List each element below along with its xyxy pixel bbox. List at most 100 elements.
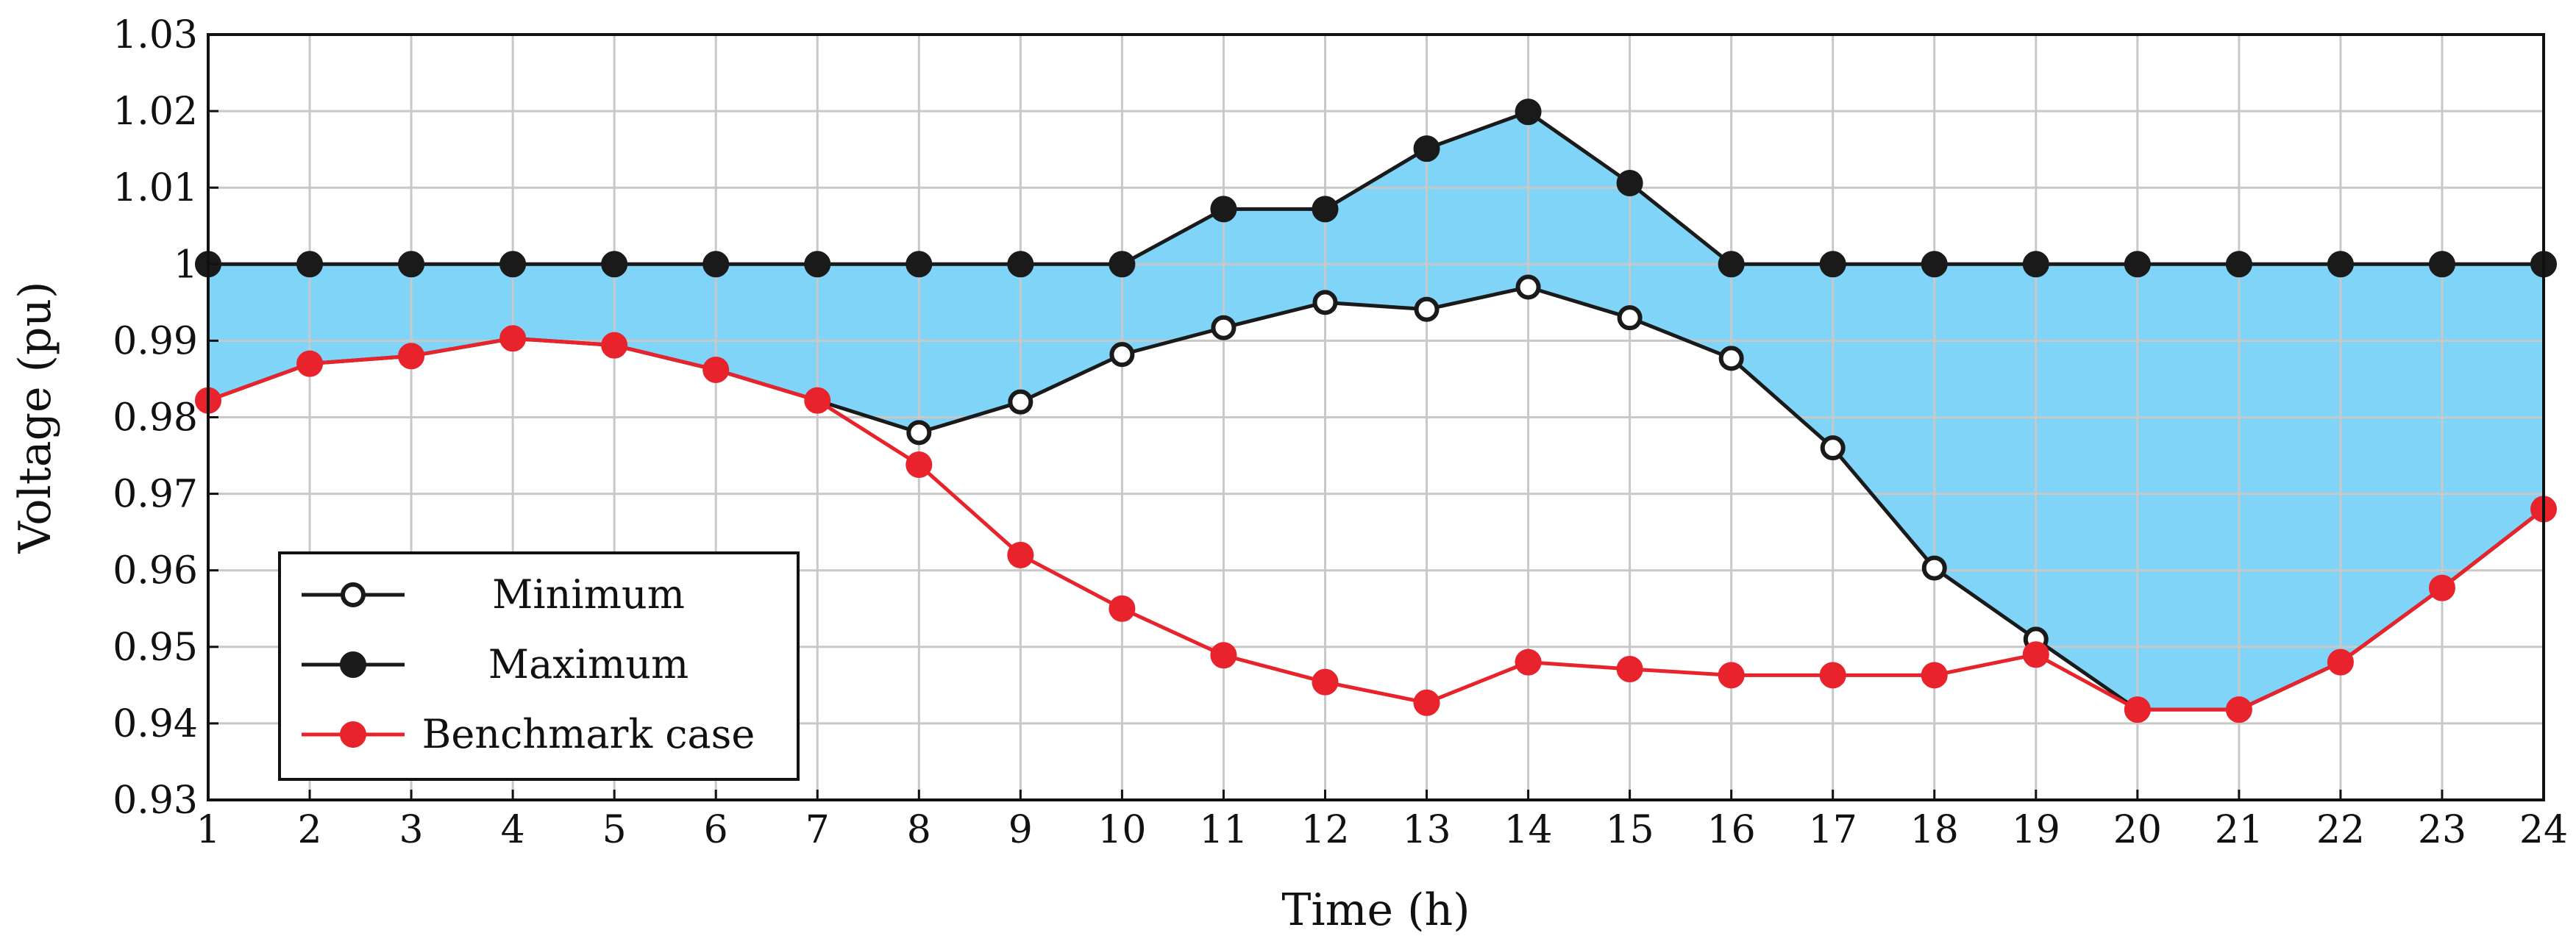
minimum-point <box>1008 389 1033 415</box>
x-tick-label: 4 <box>501 808 525 852</box>
benchmark-case-line <box>207 336 2545 712</box>
benchmark-case-point <box>2124 696 2151 723</box>
minimum-point <box>1718 346 1744 371</box>
x-tick-label: 17 <box>1809 808 1857 852</box>
maximum-point <box>1718 251 1745 278</box>
y-tick-label: 0.94 <box>113 702 198 746</box>
x-tick-label: 6 <box>704 808 728 852</box>
y-tick-label: 1 <box>174 243 198 287</box>
benchmark-case-point <box>1718 662 1745 689</box>
x-tick-label: 24 <box>2519 808 2568 852</box>
y-tick-label: 0.97 <box>113 473 198 517</box>
maximum-point <box>1819 251 1846 278</box>
maximum-line <box>208 110 2544 266</box>
y-tick-label: 0.96 <box>113 549 198 593</box>
minimum-point <box>1921 555 1947 581</box>
maximum-point <box>1109 251 1136 278</box>
x-tick-label: 22 <box>2316 808 2365 852</box>
benchmark-case-point <box>1312 668 1339 696</box>
y-tick-label: 0.98 <box>113 396 198 440</box>
benchmark-case-point <box>1413 689 1440 716</box>
x-tick-label: 11 <box>1199 808 1248 852</box>
x-tick-label: 14 <box>1504 808 1552 852</box>
maximum-point <box>296 251 324 278</box>
y-axis-title: Voltage (pu) <box>10 282 61 554</box>
maximum-point <box>2225 251 2252 278</box>
benchmark-case-point <box>702 356 730 383</box>
benchmark-case-point <box>1921 662 1948 689</box>
minimum-point <box>1414 296 1440 322</box>
x-tick-label: 1 <box>196 808 220 852</box>
minimum-point <box>1109 342 1135 368</box>
maximum-point <box>1312 196 1339 223</box>
x-tick-label: 16 <box>1707 808 1756 852</box>
maximum-point <box>905 251 933 278</box>
y-tick-label: 0.95 <box>113 626 198 670</box>
maximum-point <box>1616 169 1643 196</box>
legend: Minimum Maximum Benchmark case <box>278 551 800 781</box>
y-tick-label: 1.03 <box>113 13 198 57</box>
maximum-point <box>804 251 831 278</box>
maximum-point <box>499 251 527 278</box>
x-tick-label: 8 <box>907 808 931 852</box>
y-tick-label: 0.93 <box>113 779 198 823</box>
x-tick-label: 12 <box>1301 808 1349 852</box>
benchmark-case-point <box>2327 648 2354 676</box>
x-tick-label: 3 <box>399 808 424 852</box>
y-tick-label: 1.01 <box>113 166 198 210</box>
legend-maximum-label: Maximum <box>488 641 689 687</box>
minimum-point <box>1211 315 1237 340</box>
benchmark-case-point <box>2428 574 2455 601</box>
x-tick-label: 15 <box>1606 808 1654 852</box>
legend-minimum-swatch-marker <box>341 582 366 607</box>
benchmark-case-point <box>905 451 933 479</box>
x-tick-label: 19 <box>2012 808 2060 852</box>
benchmark-case-point <box>296 350 324 377</box>
x-tick-label: 23 <box>2418 808 2466 852</box>
benchmark-case-point <box>1210 642 1237 669</box>
y-tick-label: 0.99 <box>113 319 198 363</box>
benchmark-case-point <box>1007 541 1034 568</box>
voltage-band-fill <box>208 112 2544 710</box>
benchmark-case-point <box>499 325 527 352</box>
maximum-point <box>1515 99 1542 126</box>
maximum-point <box>2022 251 2049 278</box>
benchmark-case-point <box>398 343 425 370</box>
legend-benchmark-case-swatch-marker <box>340 721 366 748</box>
maximum-point <box>702 251 730 278</box>
x-tick-label: 5 <box>602 808 627 852</box>
benchmark-case-point <box>1515 648 1542 676</box>
x-tick-label: 10 <box>1097 808 1146 852</box>
x-tick-label: 18 <box>1910 808 1959 852</box>
maximum-point <box>1413 135 1440 162</box>
maximum-point <box>1007 251 1034 278</box>
maximum-point <box>601 251 628 278</box>
benchmark-case-point <box>1819 662 1846 689</box>
benchmark-case-point <box>601 332 628 359</box>
x-tick-label: 20 <box>2113 808 2162 852</box>
benchmark-case-point <box>1109 595 1136 622</box>
minimum-point <box>1617 305 1643 331</box>
minimum-point <box>1820 435 1846 461</box>
benchmark-case-point <box>2225 696 2252 723</box>
tick-layer: 1 2 3 4 5 6 7 8 9 10 11 12 13 14 15 16 17 18 19 20 21 22 23 240… <box>113 13 2568 852</box>
x-tick-label: 2 <box>297 808 321 852</box>
maximum-point <box>1921 251 1948 278</box>
legend-maximum-swatch-marker <box>340 651 366 678</box>
minimum-point <box>906 420 932 446</box>
minimum-point <box>1312 290 1338 315</box>
legend-minimum-label: Minimum <box>492 571 685 618</box>
legend-benchmark-case-label: Benchmark case <box>422 711 755 757</box>
benchmark-case-point <box>2022 641 2049 668</box>
x-tick-label: 13 <box>1402 808 1451 852</box>
x-tick-label: 21 <box>2215 808 2263 852</box>
x-tick-label: 7 <box>805 808 830 852</box>
maximum-point <box>398 251 425 278</box>
benchmark-case-point <box>1616 655 1643 682</box>
benchmark-case-point <box>804 387 831 414</box>
x-axis-title: Time (h) <box>1281 885 1470 936</box>
maximum-point <box>2327 251 2354 278</box>
x-tick-label: 9 <box>1008 808 1033 852</box>
maximum-point <box>2124 251 2151 278</box>
